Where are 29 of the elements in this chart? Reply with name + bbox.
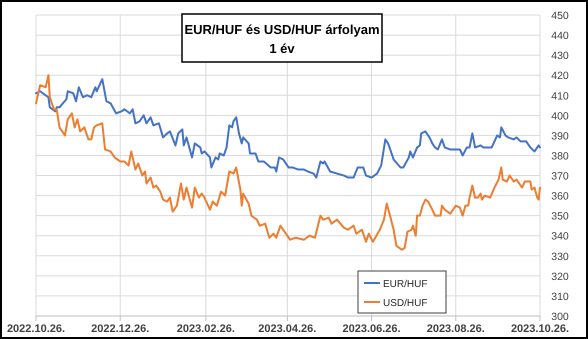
- y-tick-label: 390: [551, 130, 569, 142]
- y-tick-label: 410: [551, 90, 569, 102]
- x-tick-label: 2022.10.26.: [6, 323, 66, 335]
- y-tick-label: 350: [551, 210, 569, 223]
- x-tick-label: 2023.10.26.: [510, 323, 570, 335]
- text: EUR/HUF és USD/HUF árfolyam: [184, 22, 380, 37]
- x-tick-label: 2023.08.26.: [426, 323, 485, 335]
- y-tick-label: 420: [551, 70, 569, 82]
- y-tick-label: 320: [551, 270, 569, 283]
- y-tick-label: 400: [551, 110, 569, 122]
- y-tick-label: 340: [551, 230, 569, 243]
- legend-label: USD/HUF: [383, 298, 428, 309]
- y-tick-label: 360: [551, 190, 569, 203]
- x-tick-label: 2023.06.26.: [342, 323, 401, 335]
- y-tick-label: 310: [551, 290, 569, 303]
- x-tick-label: 2023.02.26.: [176, 323, 235, 335]
- y-tick-label: 300: [551, 311, 569, 323]
- y-tick-label: 370: [551, 170, 569, 183]
- line-series: [35, 74, 541, 251]
- legend-label: EUR/HUF: [383, 279, 428, 290]
- x-tick-label: 2023.04.26.: [258, 323, 316, 335]
- y-tick-label: 450: [551, 10, 569, 22]
- y-tick-label: 380: [551, 150, 569, 162]
- y-tick-label: 430: [551, 50, 569, 62]
- line-series: [35, 78, 541, 179]
- y-tick-label: 330: [551, 250, 569, 263]
- text: 1 év: [269, 41, 296, 56]
- x-tick-label: 2022.12.26.: [91, 323, 150, 335]
- y-tick-label: 440: [551, 30, 569, 42]
